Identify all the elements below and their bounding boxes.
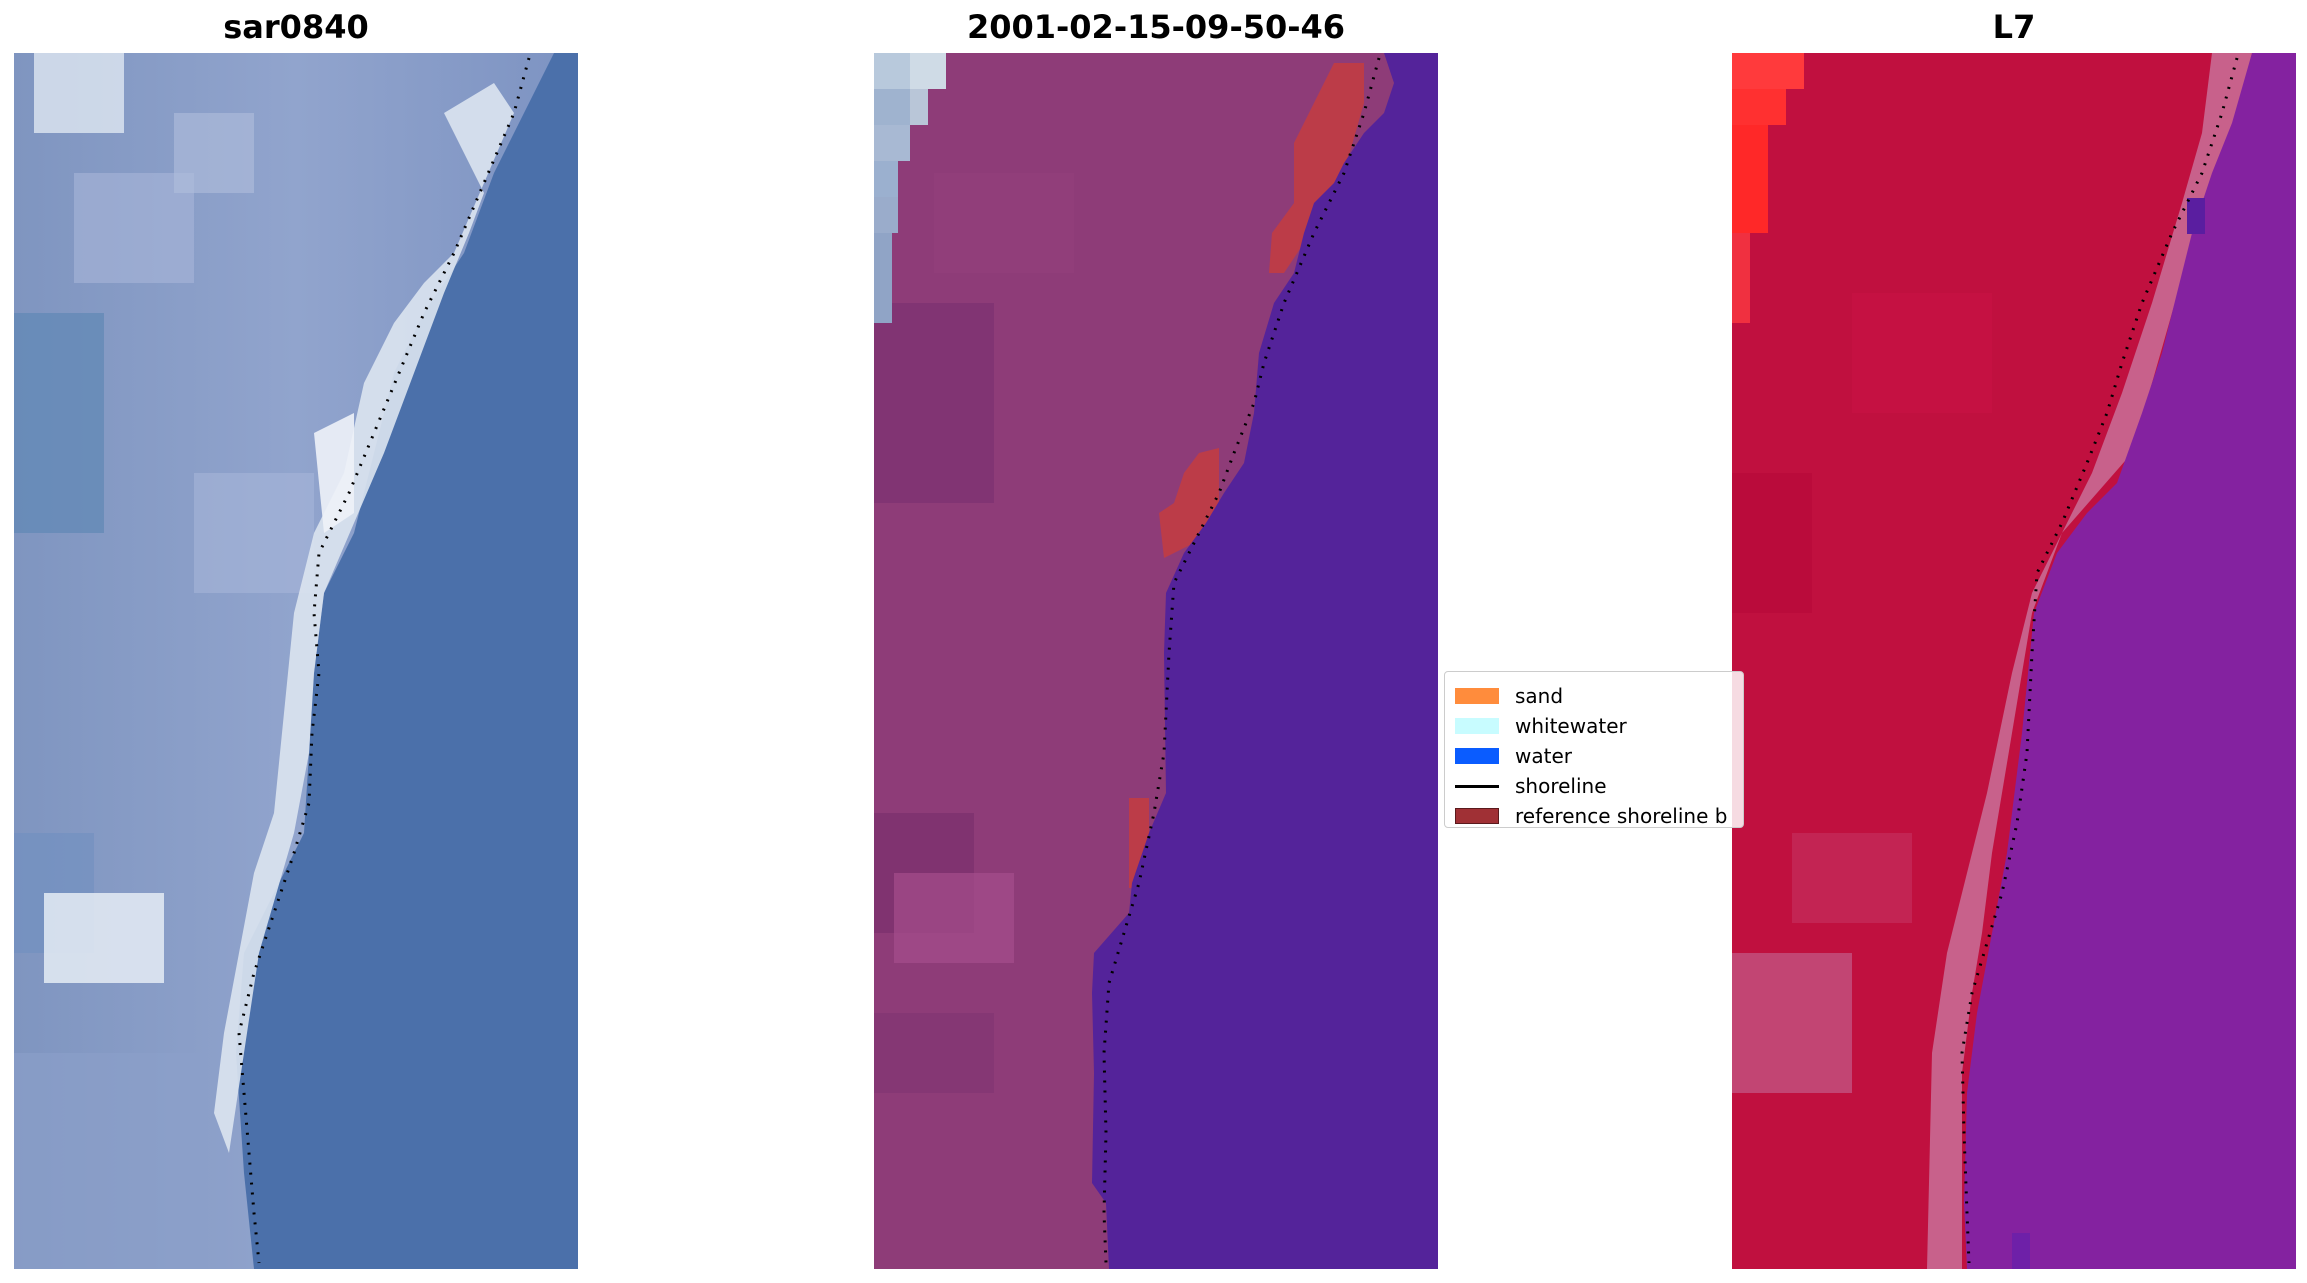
- legend-item-shoreline: shoreline: [1455, 774, 1607, 798]
- panel-title-satellite: L7: [1992, 8, 2036, 46]
- reference-shoreline-swatch: [1455, 808, 1499, 824]
- water-swatch: [1455, 748, 1499, 764]
- classified-image-panel: [874, 53, 1438, 1269]
- legend-item-sand: sand: [1455, 684, 1563, 708]
- rgb-image-panel: [14, 53, 578, 1269]
- l7-image-panel: [1732, 53, 2296, 1269]
- legend-label-water: water: [1515, 744, 1572, 768]
- legend-item-water: water: [1455, 744, 1572, 768]
- legend-label-shoreline: shoreline: [1515, 774, 1607, 798]
- legend-item-whitewater: whitewater: [1455, 714, 1627, 738]
- sand-swatch: [1455, 688, 1499, 704]
- panel-title-classified: 2001-02-15-09-50-46: [966, 8, 1346, 46]
- l7-image: [1732, 53, 2296, 1269]
- rgb-image: [14, 53, 578, 1269]
- legend-label-reference-shoreline: reference shoreline b: [1515, 804, 1728, 828]
- legend-item-reference-shoreline: reference shoreline b: [1455, 804, 1728, 828]
- legend: sand whitewater water shoreline referenc…: [1444, 671, 1744, 828]
- shoreline-line-icon: [1455, 784, 1499, 788]
- legend-label-sand: sand: [1515, 684, 1564, 708]
- whitewater-swatch: [1455, 718, 1499, 734]
- panel-title-rgb: sar0840: [223, 8, 369, 46]
- classified-image: [874, 53, 1438, 1269]
- legend-label-whitewater: whitewater: [1515, 714, 1627, 738]
